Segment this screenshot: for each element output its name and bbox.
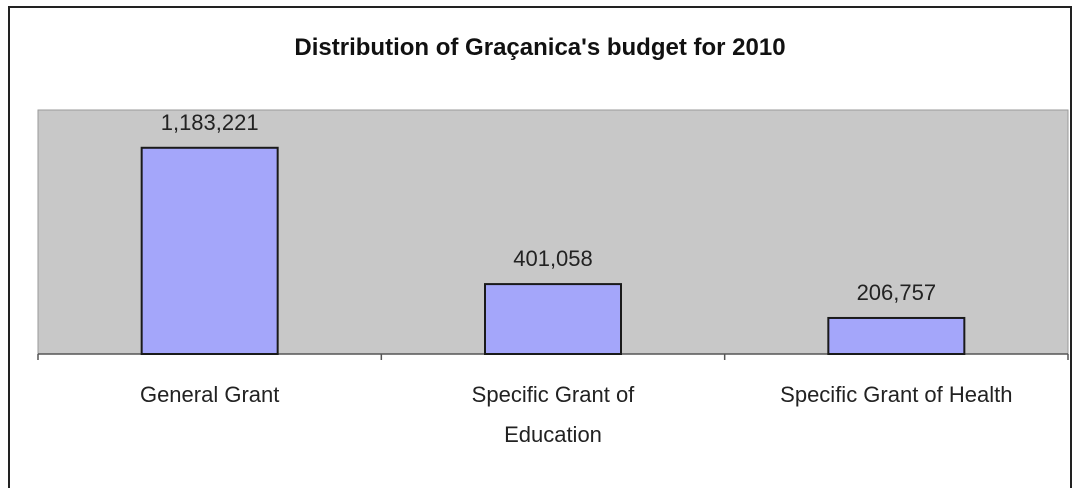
- bar: [484, 283, 622, 355]
- category-label-line: General Grant: [140, 382, 279, 407]
- bar: [827, 316, 966, 355]
- data-label: 206,757: [857, 280, 937, 305]
- category-label: Specific Grant of Education: [472, 382, 636, 447]
- chart-title: Distribution of Graçanica's budget for 2…: [294, 34, 786, 61]
- category-label: Specific Grant of Health: [780, 382, 1012, 407]
- bar: [140, 146, 279, 355]
- category-label-line: Specific Grant of: [472, 382, 636, 407]
- category-label: General Grant: [140, 382, 279, 407]
- data-label: 1,183,221: [161, 110, 259, 135]
- data-label: 401,058: [513, 246, 593, 271]
- category-label-line: Education: [504, 422, 602, 447]
- category-label-line: Specific Grant of Health: [780, 382, 1012, 407]
